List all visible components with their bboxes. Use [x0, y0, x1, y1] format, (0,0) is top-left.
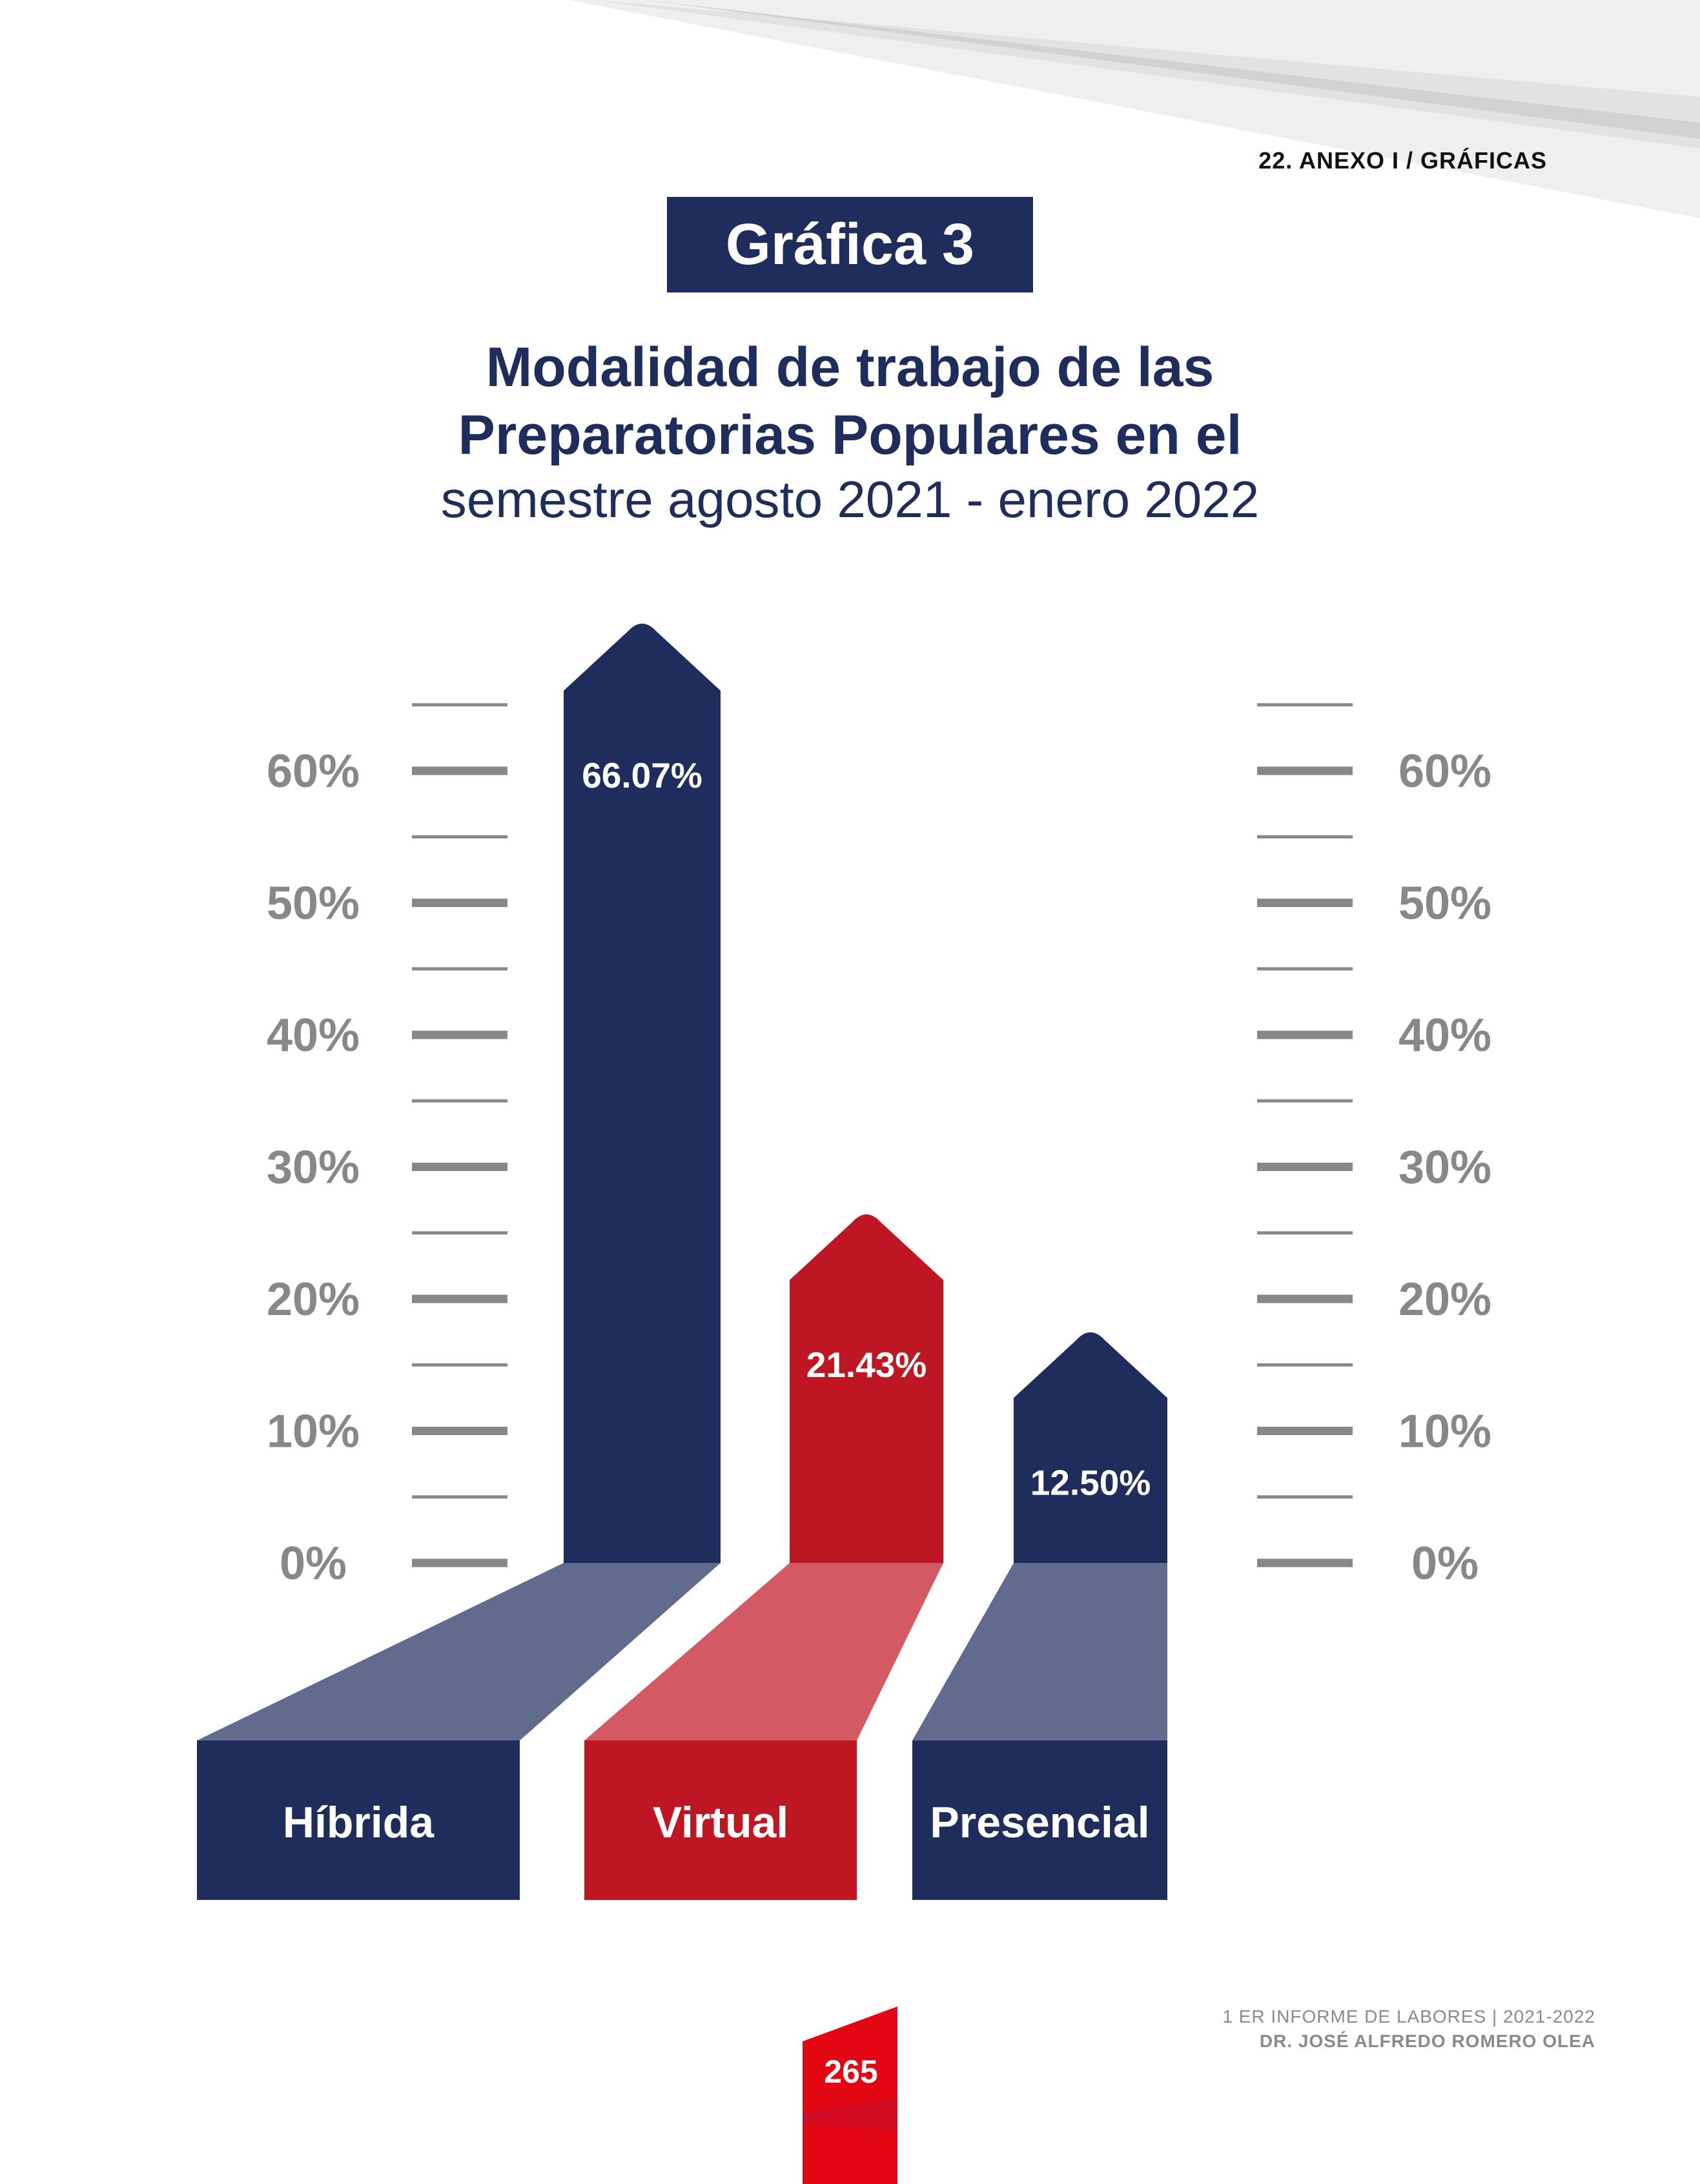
right-tick-label-2: 20% [1398, 1274, 1491, 1325]
category-block-2 [912, 1740, 1167, 1900]
left-tick-label-1: 10% [267, 1406, 360, 1458]
category-block-0 [197, 1740, 520, 1900]
right-tick-label-3: 30% [1398, 1142, 1491, 1194]
footer-report: 1 ER INFORME DE LABORES | 2021-2022 [1222, 2006, 1595, 2026]
section-label: 22. ANEXO I / GRÁFICAS [1258, 147, 1547, 174]
left-tick-label-3: 30% [267, 1142, 360, 1194]
bar-ribbon-1 [584, 1563, 943, 1740]
page-number: 265 [824, 2054, 878, 2090]
chart-title-line1: Modalidad de trabajo de las [486, 336, 1214, 398]
right-tick-label-0: 0% [1411, 1538, 1479, 1589]
bar-1 [790, 1214, 943, 1563]
bar-2 [1014, 1332, 1167, 1563]
value-label-1: 21.43% [806, 1345, 927, 1385]
right-tick-label-6: 60% [1398, 746, 1491, 797]
category-label-2: Presencial [930, 1798, 1149, 1847]
category-label-1: Virtual [653, 1798, 788, 1847]
right-tick-label-4: 40% [1398, 1010, 1491, 1061]
chart-subtitle: semestre agosto 2021 - enero 2022 [440, 471, 1260, 528]
left-tick-label-2: 20% [267, 1274, 360, 1325]
left-tick-label-0: 0% [280, 1538, 347, 1589]
right-tick-label-1: 10% [1398, 1406, 1491, 1458]
chart-number-badge: Gráfica 3 [667, 197, 1033, 292]
value-label-0: 66.07% [582, 755, 702, 795]
left-tick-label-4: 40% [267, 1010, 360, 1061]
bar-0 [564, 623, 721, 1563]
left-tick-label-6: 60% [267, 746, 360, 797]
bar-ribbon-2 [912, 1563, 1167, 1740]
right-tick-label-5: 50% [1398, 878, 1491, 930]
value-label-2: 12.50% [1030, 1462, 1151, 1502]
category-block-1 [584, 1740, 857, 1900]
footer-author: DR. JOSÉ ALFREDO ROMERO OLEA [1259, 2031, 1595, 2051]
bar-ribbon-0 [197, 1563, 721, 1740]
category-label-0: Híbrida [283, 1798, 435, 1847]
left-tick-label-5: 50% [267, 878, 360, 930]
chart-title-line2: Preparatorias Populares en el [458, 404, 1242, 466]
